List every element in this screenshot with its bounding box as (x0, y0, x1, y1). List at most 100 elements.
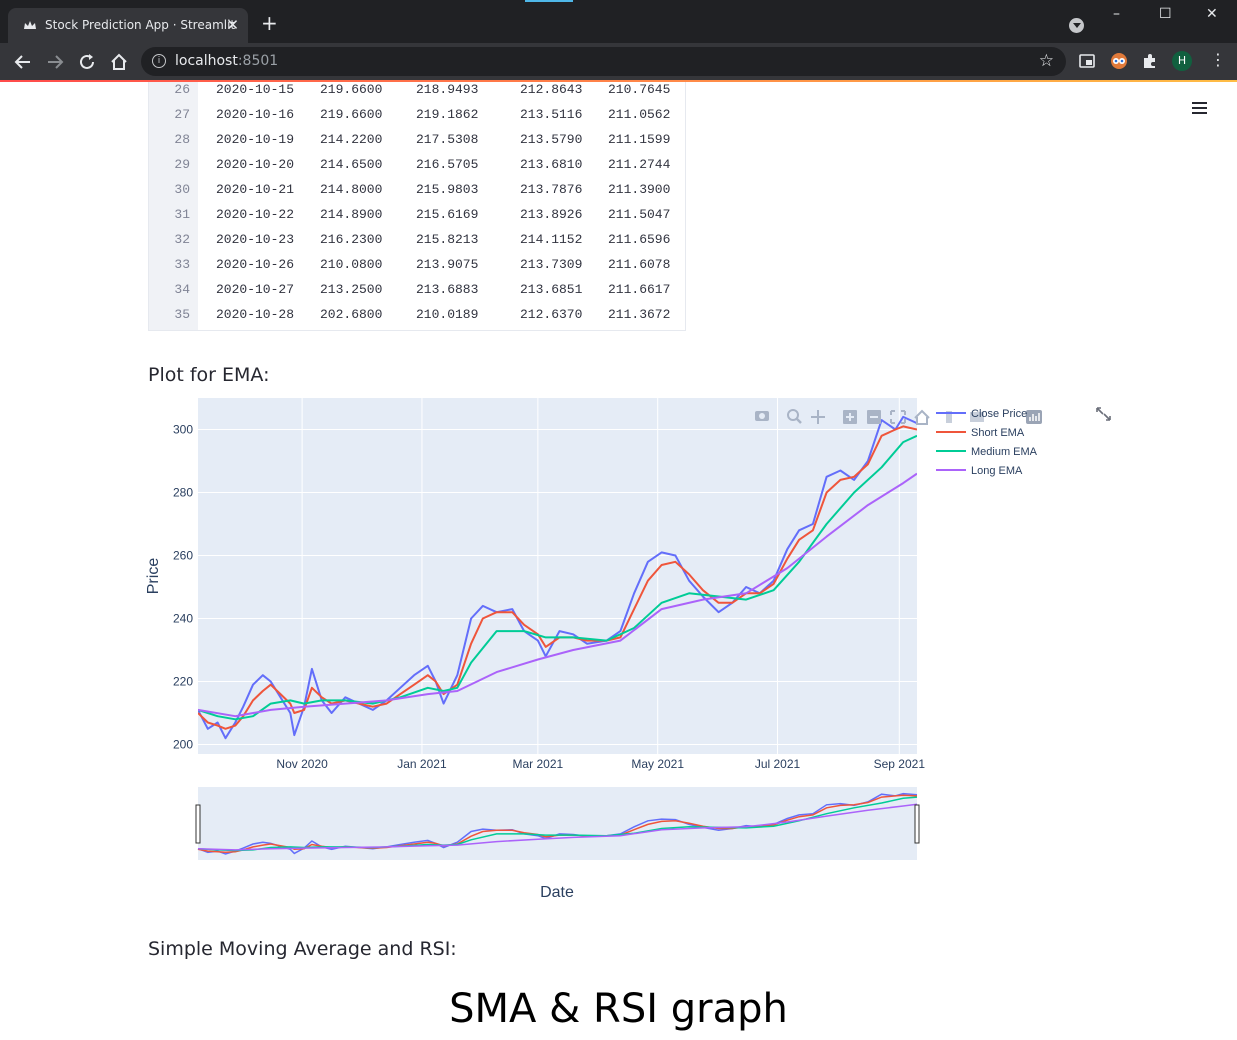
long-ema-cell: 211.6617 (608, 282, 671, 297)
table-row[interactable]: 29 2020-10-20 214.6500 216.5705 213.6810 211.… (149, 153, 685, 178)
hamburger-menu-icon[interactable] (1192, 102, 1207, 116)
table-row[interactable]: 27 2020-10-16 219.6600 219.1862 213.5116 211.… (149, 103, 685, 128)
date-cell: 2020-10-19 (216, 132, 295, 147)
range-slider-right-handle[interactable] (914, 804, 920, 844)
y-tick-label: 260 (173, 549, 193, 563)
tab-search-icon[interactable] (1069, 18, 1084, 33)
short-ema-cell: 213.9075 (416, 257, 479, 272)
range-slider-left-handle[interactable] (195, 804, 201, 844)
series-line-close-price[interactable] (198, 415, 917, 740)
extension-eyes-icon[interactable] (1109, 51, 1129, 71)
table-row[interactable]: 34 2020-10-27 213.2500 213.6883 213.6851 211.… (149, 278, 685, 303)
zoom-out-icon[interactable] (867, 410, 881, 424)
medium-ema-cell: 212.8643 (520, 82, 583, 97)
zoom-icon[interactable] (787, 409, 802, 424)
long-ema-cell: 211.0562 (608, 107, 671, 122)
tab-media-icon[interactable] (1077, 51, 1097, 71)
close-cell: 219.6600 (320, 82, 383, 97)
browser-tab[interactable]: Stock Prediction App · Streamlit ✕ (8, 8, 248, 43)
back-arrow-icon[interactable] (12, 51, 34, 73)
table-row[interactable]: 31 2020-10-22 214.8900 215.6169 213.8926 211.… (149, 203, 685, 228)
forward-arrow-icon[interactable] (44, 51, 66, 73)
range-slider[interactable] (198, 787, 917, 860)
chart-legend[interactable]: Close Price Short EMA Medium EMA Long EMA (936, 408, 1038, 477)
long-ema-cell: 211.6078 (608, 257, 671, 272)
ema-dataframe[interactable]: 26 2020-10-15 219.6600 218.9493 212.8643 210.… (148, 82, 686, 331)
date-cell: 2020-10-23 (216, 232, 295, 247)
pan-icon[interactable] (811, 410, 825, 424)
tab-strip-accent (525, 0, 573, 2)
sma-rsi-graph-title: SMA & RSI graph (449, 986, 788, 1032)
legend-label-short-ema[interactable]: Short EMA (971, 427, 1025, 439)
row-index: 33 (174, 257, 190, 272)
short-ema-cell: 210.0189 (416, 307, 479, 322)
table-row[interactable]: 33 2020-10-26 210.0800 213.9075 213.7309 211.… (149, 253, 685, 278)
close-window-button[interactable]: ✕ (1206, 6, 1218, 22)
y-tick-label: 300 (173, 423, 193, 437)
close-cell: 214.8900 (320, 207, 383, 222)
legend-label-close-price[interactable]: Close Price (971, 408, 1027, 420)
row-index: 32 (174, 232, 190, 247)
medium-ema-cell: 213.5116 (520, 107, 583, 122)
long-ema-cell: 211.6596 (608, 232, 671, 247)
sma-rsi-heading: Simple Moving Average and RSI: (148, 938, 457, 960)
table-row[interactable]: 30 2020-10-21 214.8000 215.9803 213.7876 211.… (149, 178, 685, 203)
compare-hover-icon[interactable] (970, 412, 984, 422)
row-index: 28 (174, 132, 190, 147)
zoom-in-icon[interactable] (843, 410, 857, 424)
close-cell: 219.6600 (320, 107, 383, 122)
long-ema-cell: 211.2744 (608, 157, 671, 172)
y-tick-label: 220 (173, 675, 193, 689)
fullscreen-expand-icon[interactable] (1096, 407, 1111, 421)
x-tick-label: Jan 2021 (397, 757, 447, 771)
browser-menu-icon[interactable]: ⋮ (1210, 50, 1226, 69)
short-ema-cell: 215.8213 (416, 232, 479, 247)
camera-icon[interactable] (755, 411, 769, 421)
close-cell: 210.0800 (320, 257, 383, 272)
reset-axes-home-icon[interactable] (914, 409, 930, 425)
bookmark-star-icon[interactable]: ☆ (1038, 51, 1054, 70)
table-row[interactable]: 28 2020-10-19 214.2200 217.5308 213.5790 211.… (149, 128, 685, 153)
short-ema-cell: 216.5705 (416, 157, 479, 172)
plotly-modebar (755, 409, 1042, 425)
series-line-long-ema[interactable] (198, 472, 917, 718)
spike-lines-icon[interactable] (946, 411, 952, 423)
long-ema-cell: 211.3900 (608, 182, 671, 197)
ema-line-chart[interactable]: 200 220 240 260 280 300 Nov 2020 Jan 2021 Mar 20… (140, 395, 1130, 910)
home-icon[interactable] (108, 51, 130, 73)
date-cell: 2020-10-16 (216, 107, 295, 122)
short-ema-cell: 219.1862 (416, 107, 479, 122)
legend-label-medium-ema[interactable]: Medium EMA (971, 446, 1038, 458)
table-row[interactable]: 32 2020-10-23 216.2300 215.8213 214.1152 211.… (149, 228, 685, 253)
streamlit-header-decoration (0, 80, 1237, 82)
medium-ema-cell: 213.6810 (520, 157, 583, 172)
medium-ema-cell: 213.7309 (520, 257, 583, 272)
site-info-icon[interactable]: i (152, 54, 166, 68)
plotly-logo-icon[interactable] (1026, 410, 1042, 424)
row-index: 35 (174, 307, 190, 322)
ema-plot-heading: Plot for EMA: (148, 364, 270, 386)
series-line-medium-ema[interactable] (198, 434, 917, 721)
y-tick-label: 240 (173, 612, 193, 626)
close-cell: 214.6500 (320, 157, 383, 172)
url-text[interactable]: localhost:8501 (175, 53, 279, 69)
reload-icon[interactable] (76, 51, 98, 73)
new-tab-button[interactable]: + (261, 11, 278, 35)
minimize-button[interactable]: – (1113, 6, 1120, 22)
extensions-puzzle-icon[interactable] (1140, 51, 1160, 71)
legend-label-long-ema[interactable]: Long EMA (971, 465, 1023, 477)
series-line-short-ema[interactable] (198, 425, 917, 730)
x-tick-label: Jul 2021 (755, 757, 801, 771)
table-row[interactable]: 35 2020-10-28 202.6800 210.0189 212.6370 211.… (149, 303, 685, 328)
profile-avatar[interactable]: H (1172, 51, 1192, 71)
tab-close-icon[interactable]: ✕ (226, 16, 239, 34)
y-axis-title: Price (145, 558, 162, 595)
autoscale-icon[interactable] (890, 410, 906, 424)
date-cell: 2020-10-20 (216, 157, 295, 172)
maximize-button[interactable]: ☐ (1159, 6, 1172, 22)
address-bar[interactable]: i localhost:8501 ☆ (141, 47, 1066, 76)
short-ema-cell: 217.5308 (416, 132, 479, 147)
long-ema-cell: 210.7645 (608, 82, 671, 97)
medium-ema-cell: 214.1152 (520, 232, 583, 247)
table-row[interactable]: 26 2020-10-15 219.6600 218.9493 212.8643 210.… (149, 82, 685, 103)
